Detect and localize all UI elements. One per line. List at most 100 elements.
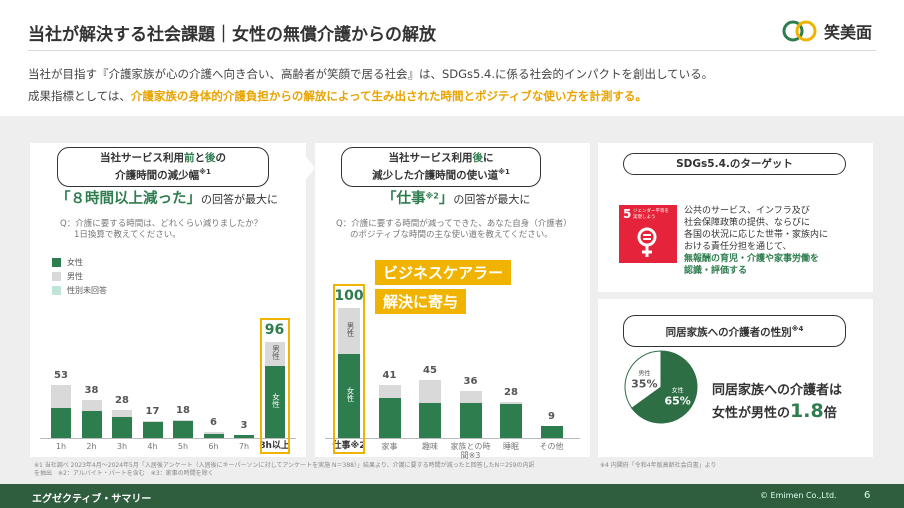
sdg5-icon: 5 ジェンダー平等を実現しよう — [619, 205, 677, 263]
bar-label-2: 3h — [116, 442, 128, 451]
bar-label-2: 趣味 — [422, 442, 438, 451]
page-title: 当社が解決する社会課題｜女性の無償介護からの解放 — [28, 25, 436, 45]
bar-label-6: 7h — [238, 442, 250, 451]
bar-female-1 — [81, 411, 102, 438]
panel1-legend: 女性 男性 性別未回答 — [52, 255, 107, 297]
footnote-left: ※1 当社調べ 2023年4月〜2024年5月「入居後アンケート（入居後にキーパ… — [34, 462, 535, 477]
bar-male-7 — [264, 342, 285, 366]
panel1-box-label: 当社サービス利用前と後の 介護時間の減少幅※1 — [57, 147, 269, 187]
pie-label-0: 女性 — [672, 386, 684, 394]
callout-business-carer: ビジネスケアラー — [375, 260, 512, 285]
pie-value-0: 65% — [665, 394, 691, 407]
bar-female-0 — [51, 408, 71, 438]
panel1-question: Q：介護に要する時間は、どれくらい減りましたか？ 1日換算で教えてください。 — [60, 219, 263, 240]
carer-gender-statement: 同居家族への介護者は 女性が男性の1.8倍 — [712, 383, 843, 422]
bar-value-4: 28 — [504, 386, 518, 398]
bar-female-3 — [142, 422, 163, 438]
highlight-box — [259, 318, 290, 454]
bar-female-5 — [540, 426, 563, 438]
bar-label-7: 8h以上 — [259, 441, 290, 451]
bar-value-3: 36 — [463, 376, 478, 388]
panel3-box-label: SDGs5.4.のターゲット — [623, 153, 846, 175]
bar-value-6: 3 — [240, 420, 248, 431]
header-divider — [28, 50, 876, 51]
bar-male-1 — [378, 384, 401, 398]
footer-label: エグゼクティブ・サマリー — [32, 494, 152, 505]
callout-contribution: 解決に寄与 — [375, 289, 467, 314]
bar-male-5 — [203, 432, 224, 434]
bar-female-1 — [378, 397, 401, 438]
panel-arrow-icon — [306, 157, 315, 179]
bar-label-4: 5h — [177, 442, 189, 451]
bar-label-1: 家事 — [381, 442, 398, 451]
bar-value-1: 38 — [84, 385, 99, 396]
legend-item-female: 女性 — [52, 255, 107, 269]
legend-item-male: 男性 — [52, 269, 107, 283]
intro-line-1: 当社が目指す『介護家族が心の介護へ向き合い、高齢者が笑顔で居る社会』は、SDGs… — [28, 67, 714, 81]
panel2-headline: 「仕事※2」の回答が最大に — [382, 191, 531, 207]
segment-label-female: 女性 — [271, 393, 281, 408]
intro-line-2-highlight: 介護家族の身体的介護負担からの解放によって生み出された時間とポジティブな使い方を… — [130, 89, 647, 103]
bar-female-3 — [459, 402, 482, 438]
bar-label-3: 4h — [147, 442, 158, 451]
panel4-box-label: 同居家族への介護者の性別※4 — [623, 315, 846, 347]
bar-value-0: 100 — [334, 288, 364, 304]
gender-equality-icon — [637, 227, 657, 257]
bar-female-4 — [500, 404, 522, 438]
bar-label-0: 1h — [55, 442, 67, 451]
bar-male-0 — [338, 308, 360, 354]
bar-male-2 — [419, 379, 441, 403]
logo-mark-icon — [782, 20, 817, 42]
bar-male-4 — [173, 420, 193, 421]
chart-baseline — [325, 438, 580, 439]
segment-label-male: 男性 — [271, 345, 281, 360]
bar-female-0 — [338, 353, 360, 438]
logo-text: 笑美面 — [824, 23, 873, 42]
footnote-right: ※4 内閣府「令和4年版高齢社会白書」より — [600, 462, 717, 469]
bar-male-4 — [500, 401, 522, 405]
brand-logo: 笑美面 — [782, 16, 882, 46]
footer-bar — [0, 484, 904, 508]
pie-value-1: 35% — [631, 378, 657, 391]
bar-male-3 — [459, 391, 482, 403]
bar-value-0: 53 — [54, 370, 68, 381]
bar-value-7: 96 — [264, 322, 285, 338]
bar-label-4: 睡眠 — [503, 442, 519, 451]
segment-label-female: 女性 — [346, 386, 355, 402]
bar-male-3 — [142, 421, 163, 422]
bar-female-5 — [203, 434, 224, 438]
bar-value-3: 17 — [145, 406, 160, 417]
pie-slice-1 — [624, 350, 662, 409]
intro-line-2: 成果指標としては、介護家族の身体的介護負担からの解放によって生み出された時間とポ… — [28, 88, 647, 104]
bar-value-1: 41 — [382, 369, 397, 381]
panel2-question: Q：介護に要する時間が減ってできた、あなた自身（介護者） のポジティブな時間の主… — [336, 219, 572, 240]
bar-label-3: 家族との時間※3 — [450, 442, 491, 460]
bar-female-7 — [264, 366, 285, 438]
segment-label-male: 男性 — [346, 321, 355, 337]
bar-label-1: 2h — [86, 442, 97, 451]
bar-female-4 — [173, 421, 193, 438]
bar-value-2: 45 — [423, 364, 437, 376]
page-number: 6 — [864, 490, 871, 501]
pie-label-1: 男性 — [638, 370, 650, 378]
bar-female-2 — [112, 417, 132, 438]
intro-line-2-prefix: 成果指標としては、 — [28, 89, 131, 103]
bar-male-1 — [81, 400, 102, 411]
bar-label-0: 仕事※2 — [332, 441, 366, 451]
bar-male-2 — [112, 410, 132, 417]
bar-male-0 — [51, 385, 71, 408]
bar-value-2: 28 — [115, 395, 129, 406]
copyright: © Emimen Co.,Ltd. — [760, 491, 837, 500]
legend-item-unknown: 性別未回答 — [52, 283, 107, 297]
bar-label-5: 6h — [208, 442, 219, 451]
highlight-box — [333, 284, 365, 454]
bar-female-2 — [419, 402, 441, 438]
panel2-box-label: 当社サービス利用後に 減少した介護時間の使い道※1 — [341, 147, 541, 187]
pie-slice-0 — [631, 350, 698, 424]
bar-female-6 — [234, 435, 254, 438]
bar-value-4: 18 — [176, 405, 190, 416]
bar-value-5: 6 — [210, 417, 217, 428]
panel1-headline: 「８時間以上減った」の回答が最大に — [56, 191, 278, 207]
